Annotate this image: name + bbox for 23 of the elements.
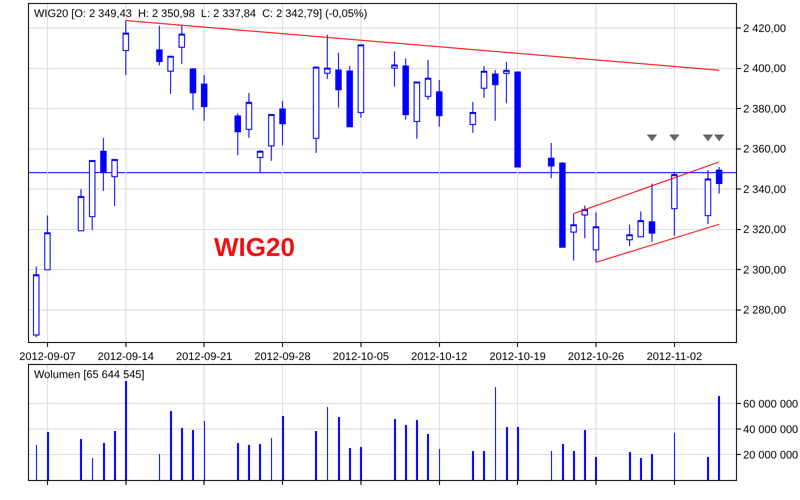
x-tick-label: 2012-09-21	[176, 351, 232, 364]
y-tick-label: 40 000 000	[743, 424, 798, 436]
y-tick-label: 2 400,00	[743, 63, 786, 76]
y-tick-label: 60 000 000	[743, 398, 798, 410]
x-tick-label: 2012-10-05	[332, 351, 390, 364]
x-tick-label: 2012-11-02	[646, 351, 702, 364]
chart-title: WIG20 [O: 2 349,43 H: 2 350,98 L: 2 337,84 C: 2 342,79] (-0,05%)	[34, 8, 368, 20]
x-tick-label: 2012-09-07	[19, 351, 76, 364]
y-tick-label: 2 380,00	[743, 103, 786, 116]
chart-title: Wolumen [65 644 545]	[34, 369, 144, 381]
y-tick-label: 2 320,00	[743, 224, 786, 236]
y-tick-label: 20 000 000	[743, 449, 798, 462]
x-tick-label: 2012-09-28	[254, 351, 311, 364]
y-tick-label: 2 280,00	[743, 304, 786, 317]
y-tick-label: 2 360,00	[743, 144, 786, 156]
y-tick-label: 2 300,00	[743, 264, 786, 276]
y-tick-label: 2 420,00	[743, 22, 786, 35]
x-tick-label: 2012-09-14	[98, 351, 154, 364]
x-tick-label: 2012-10-19	[489, 351, 546, 364]
y-tick-label: 2 340,00	[743, 184, 786, 196]
x-tick-label: 2012-10-12	[411, 351, 468, 364]
annotation: WIG20	[214, 232, 295, 262]
x-tick-label: 2012-10-26	[568, 351, 624, 364]
